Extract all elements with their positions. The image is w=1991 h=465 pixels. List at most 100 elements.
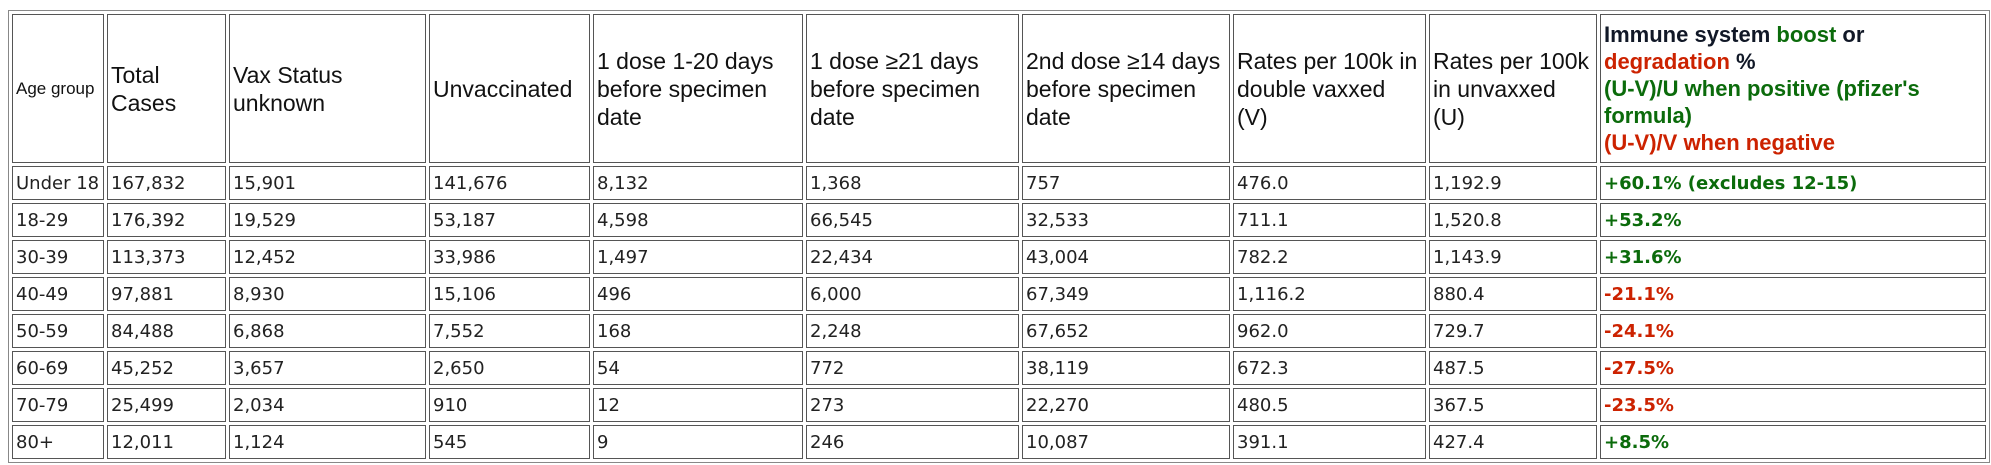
table-cell: 476.0 — [1233, 166, 1426, 200]
table-cell: +60.1% (excludes 12-15) — [1600, 166, 1986, 200]
table-cell: 7,552 — [429, 314, 590, 348]
header-cell: Vax Status unknown — [229, 14, 426, 163]
table-cell: 18-29 — [12, 203, 104, 237]
table-cell: 6,000 — [806, 277, 1019, 311]
table-row: 60-69 45,252 3,657 2,650 54 772 38,119 672.3 487… — [12, 351, 1986, 385]
table-cell: -23.5% — [1600, 388, 1986, 422]
table-cell: +53.2% — [1600, 203, 1986, 237]
table-cell: 2,650 — [429, 351, 590, 385]
header-row: Age group Total Cases Vax Status unknown Un… — [12, 14, 1986, 163]
header-cell: Immune system boost or degradation % (U-V)… — [1600, 14, 1986, 163]
table-cell: 15,901 — [229, 166, 426, 200]
table-cell: 487.5 — [1429, 351, 1597, 385]
table-cell: 10,087 — [1022, 425, 1230, 459]
table-cell: -24.1% — [1600, 314, 1986, 348]
table-cell: 782.2 — [1233, 240, 1426, 274]
data-table: Age group Total Cases Vax Status unknown Un… — [8, 10, 1990, 463]
table-cell: 8,930 — [229, 277, 426, 311]
table-cell: 1,192.9 — [1429, 166, 1597, 200]
table-cell: 12,452 — [229, 240, 426, 274]
table-cell: 880.4 — [1429, 277, 1597, 311]
table-cell: 53,187 — [429, 203, 590, 237]
table-cell: 2,248 — [806, 314, 1019, 348]
header-text: Immune system — [1604, 22, 1777, 47]
header-cell: Rates per 100k in double vaxxed (V) — [1233, 14, 1426, 163]
table-cell: 97,881 — [107, 277, 226, 311]
table-cell: 19,529 — [229, 203, 426, 237]
header-text: boost — [1776, 22, 1837, 47]
table-cell: 496 — [593, 277, 803, 311]
table-cell: 141,676 — [429, 166, 590, 200]
table-cell: 9 — [593, 425, 803, 459]
table-cell: 30-39 — [12, 240, 104, 274]
table-cell: 711.1 — [1233, 203, 1426, 237]
table-cell: 70-79 — [12, 388, 104, 422]
table-cell: 12 — [593, 388, 803, 422]
table-row: 30-39 113,373 12,452 33,986 1,497 22,434 43,00… — [12, 240, 1986, 274]
table-cell: 67,349 — [1022, 277, 1230, 311]
table-cell: +8.5% — [1600, 425, 1986, 459]
table-cell: 66,545 — [806, 203, 1019, 237]
table-cell: 168 — [593, 314, 803, 348]
table-cell: 3,657 — [229, 351, 426, 385]
table-cell: 1,368 — [806, 166, 1019, 200]
header-cell: Total Cases — [107, 14, 226, 163]
table-cell: 15,106 — [429, 277, 590, 311]
table-cell: 32,533 — [1022, 203, 1230, 237]
table-cell: 1,124 — [229, 425, 426, 459]
table-wrap: Age group Total Cases Vax Status unknown Un… — [8, 10, 1990, 463]
table-cell: 4,598 — [593, 203, 803, 237]
header-text: (U-V)/U when positive (pfizer's formula) — [1604, 76, 1920, 128]
table-cell: -27.5% — [1600, 351, 1986, 385]
table-cell: 12,011 — [107, 425, 226, 459]
table-cell: 1,497 — [593, 240, 803, 274]
table-cell: 1,143.9 — [1429, 240, 1597, 274]
header-cell: Unvaccinated — [429, 14, 590, 163]
table-cell: 391.1 — [1233, 425, 1426, 459]
table-cell: 54 — [593, 351, 803, 385]
table-cell: 672.3 — [1233, 351, 1426, 385]
table-cell: 43,004 — [1022, 240, 1230, 274]
table-body: Under 18 167,832 15,901 141,676 8,132 1,368 75… — [12, 166, 1986, 459]
table-cell: 910 — [429, 388, 590, 422]
header-text: or — [1836, 22, 1865, 47]
table-cell: 273 — [806, 388, 1019, 422]
table-cell: 1,116.2 — [1233, 277, 1426, 311]
header-cell: 1 dose 1-20 days before specimen date — [593, 14, 803, 163]
table-cell: 40-49 — [12, 277, 104, 311]
table-cell: 545 — [429, 425, 590, 459]
table-cell: 60-69 — [12, 351, 104, 385]
header-cell: Age group — [12, 14, 104, 163]
table-cell: 25,499 — [107, 388, 226, 422]
table-cell: 757 — [1022, 166, 1230, 200]
table-row: Under 18 167,832 15,901 141,676 8,132 1,368 75… — [12, 166, 1986, 200]
table-cell: -21.1% — [1600, 277, 1986, 311]
table-cell: 772 — [806, 351, 1019, 385]
table-row: 18-29 176,392 19,529 53,187 4,598 66,545 32,53… — [12, 203, 1986, 237]
table-row: 50-59 84,488 6,868 7,552 168 2,248 67,652 962.0… — [12, 314, 1986, 348]
table-cell: 167,832 — [107, 166, 226, 200]
table-cell: 1,520.8 — [1429, 203, 1597, 237]
header-cell: 2nd dose ≥14 days before specimen date — [1022, 14, 1230, 163]
table-cell: 38,119 — [1022, 351, 1230, 385]
table-cell: 367.5 — [1429, 388, 1597, 422]
table-cell: 45,252 — [107, 351, 226, 385]
header-text: degradation — [1604, 49, 1730, 74]
table-cell: 22,434 — [806, 240, 1019, 274]
table-row: 80+ 12,011 1,124 545 9 246 10,087 391.1 427.4 +8.… — [12, 425, 1986, 459]
table-cell: 84,488 — [107, 314, 226, 348]
table-cell: 113,373 — [107, 240, 226, 274]
table-cell: 480.5 — [1233, 388, 1426, 422]
table-cell: 6,868 — [229, 314, 426, 348]
table-cell: 729.7 — [1429, 314, 1597, 348]
table-row: 70-79 25,499 2,034 910 12 273 22,270 480.5 367.5… — [12, 388, 1986, 422]
table-cell: +31.6% — [1600, 240, 1986, 274]
header-cell: Rates per 100k in unvaxxed (U) — [1429, 14, 1597, 163]
header-text: % — [1729, 49, 1756, 74]
header-text: (U-V)/V when negative — [1604, 130, 1836, 155]
table-cell: 80+ — [12, 425, 104, 459]
table-cell: 2,034 — [229, 388, 426, 422]
table-cell: 22,270 — [1022, 388, 1230, 422]
table-cell: 962.0 — [1233, 314, 1426, 348]
